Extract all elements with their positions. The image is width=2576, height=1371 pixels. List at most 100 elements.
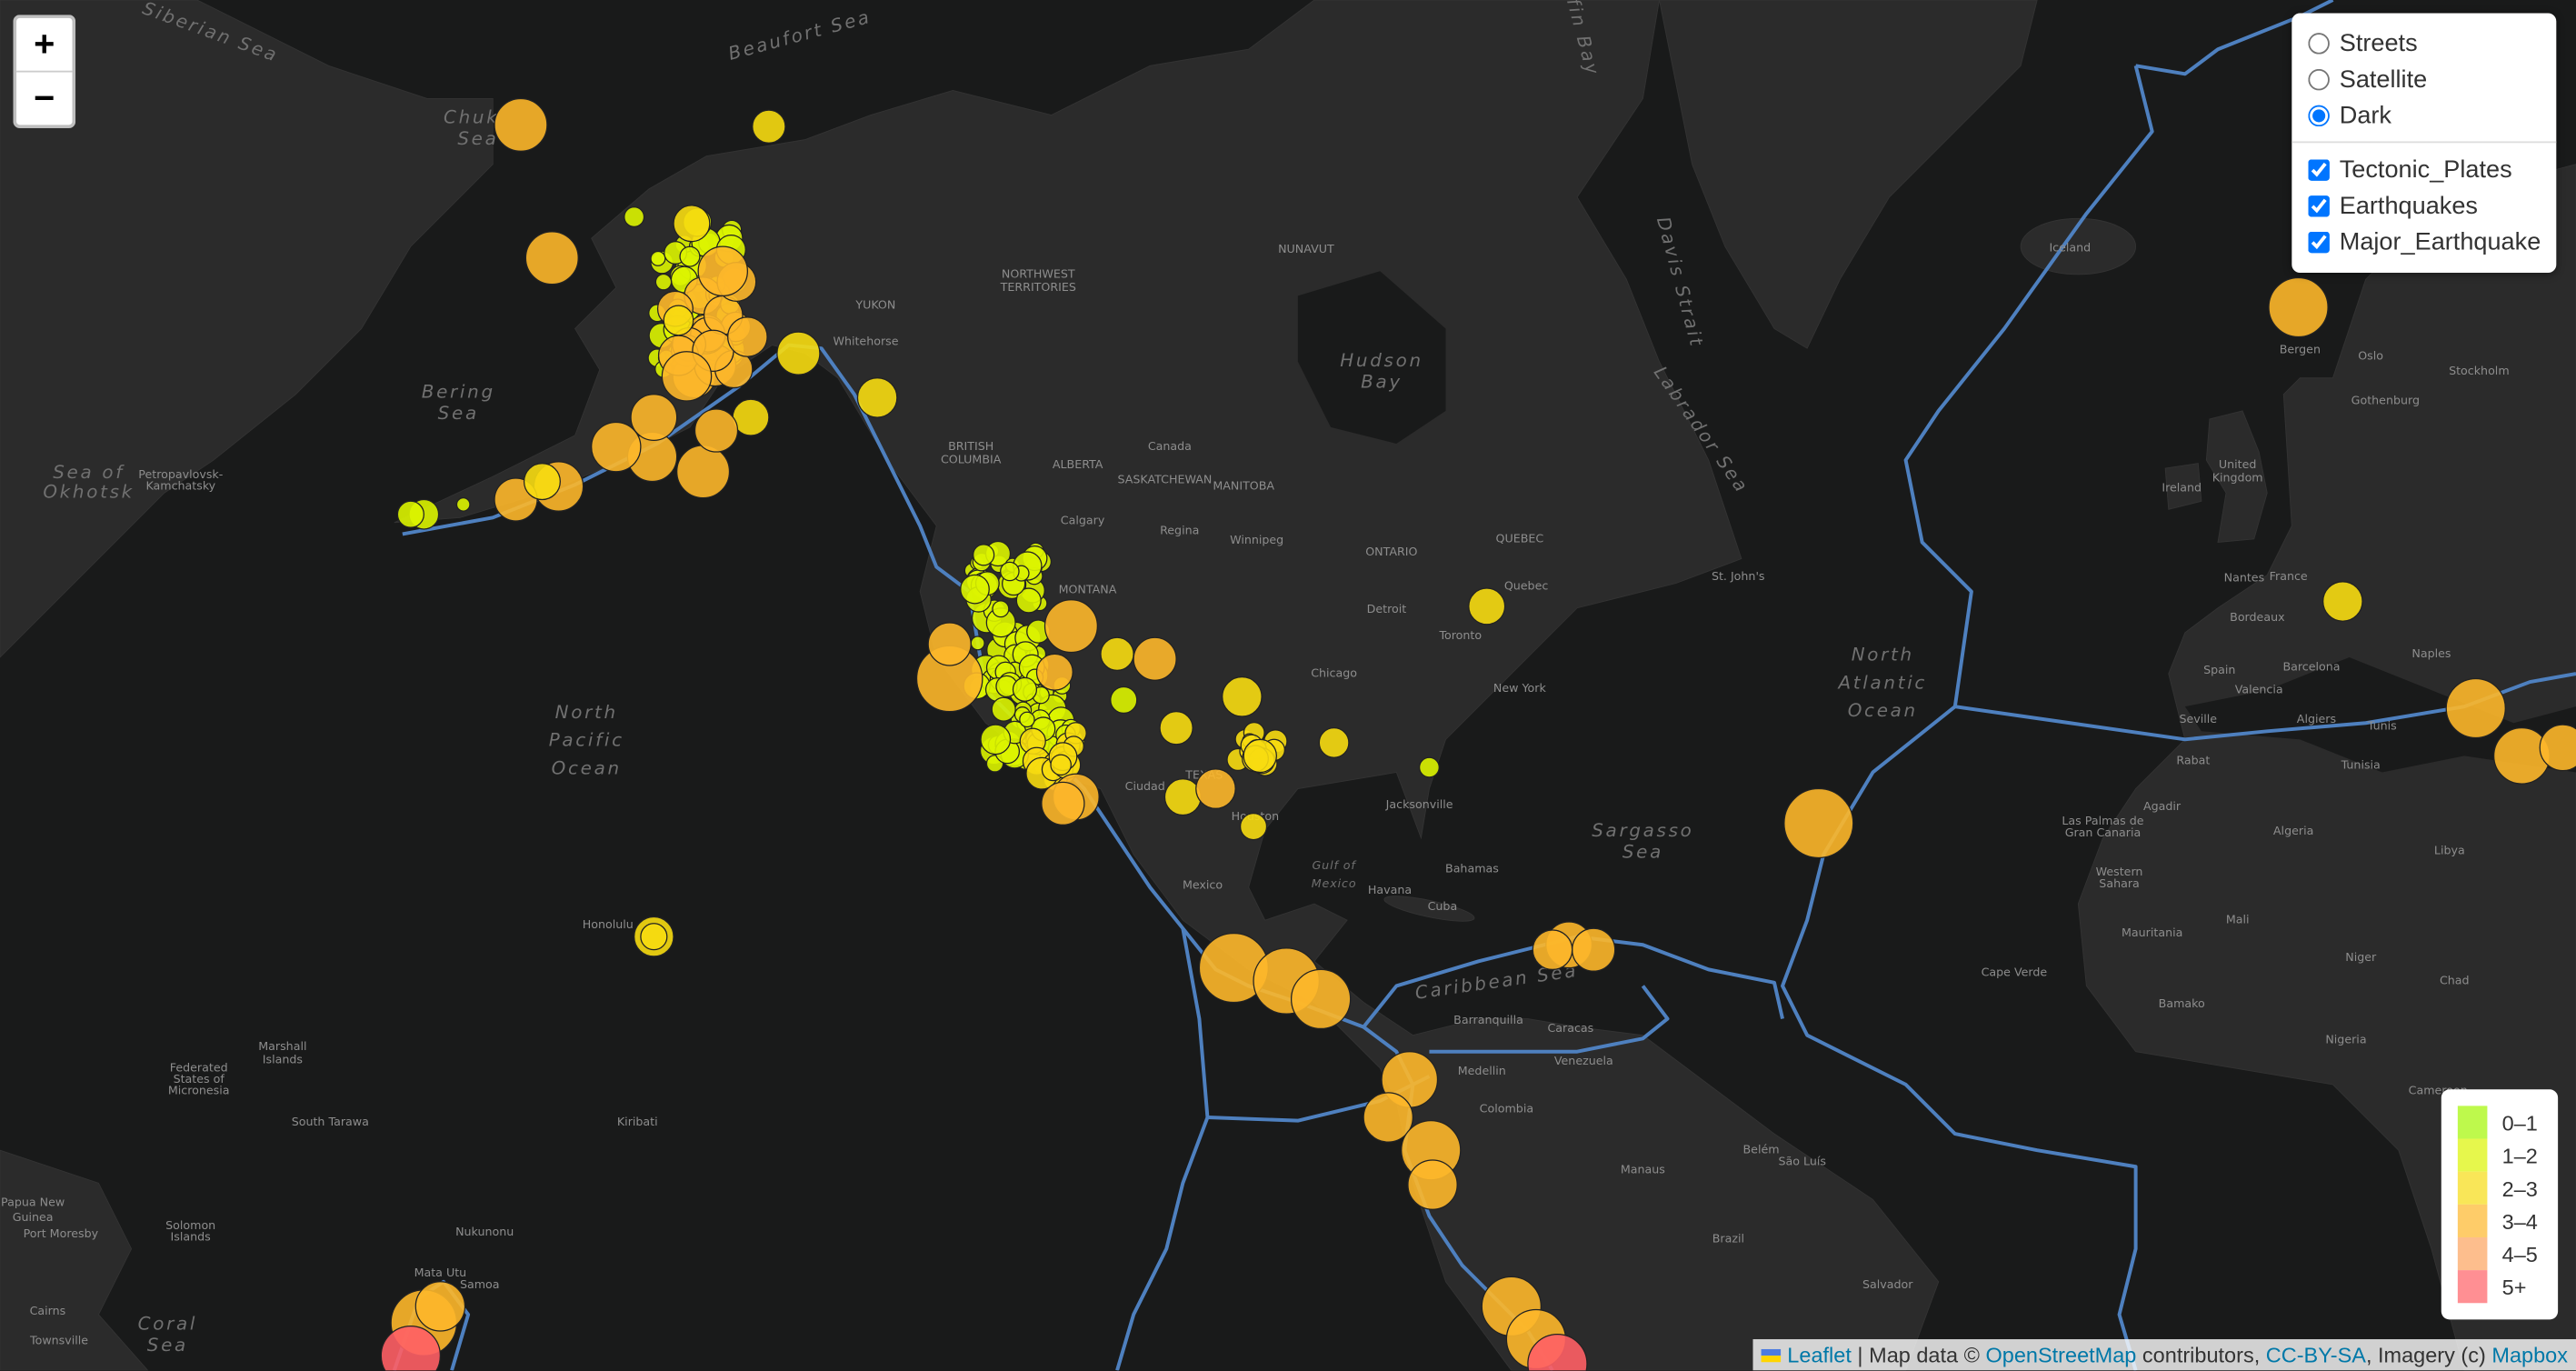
earthquake-marker — [414, 1281, 466, 1332]
earthquake-marker — [679, 245, 701, 267]
base-layers: Streets Satellite Dark — [2305, 25, 2543, 133]
water-label: Sea of — [53, 462, 125, 483]
water-label: Hudson — [1340, 350, 1423, 371]
earthquake-marker — [663, 305, 694, 336]
place-label: Cape Verde — [1982, 965, 2048, 978]
earthquake-marker — [1407, 1159, 1458, 1210]
plate-boundary — [1954, 672, 2576, 742]
radio-button[interactable] — [2308, 104, 2330, 126]
earthquake-marker — [1363, 1092, 1413, 1143]
place-label: Bordeaux — [2230, 610, 2285, 624]
earthquake-marker — [727, 316, 768, 357]
radio-option: Dark — [2305, 97, 2543, 134]
checkbox[interactable] — [2308, 158, 2330, 180]
layer-label: Streets — [2339, 28, 2418, 57]
checkbox[interactable] — [2308, 230, 2330, 253]
zoom-in-button[interactable]: + — [34, 23, 55, 65]
earthquake-marker — [661, 351, 713, 402]
place-label: TERRITORIES — [1000, 280, 1076, 294]
separator — [2291, 141, 2557, 144]
place-label: Mata Utu — [414, 1266, 467, 1279]
water-label: Sea — [1622, 842, 1663, 863]
earthquake-marker — [523, 463, 561, 501]
attribution-text: , Imagery (c) — [2365, 1342, 2486, 1367]
place-label: Rabat — [2176, 753, 2210, 766]
earthquake-marker — [970, 635, 985, 651]
place-label: Western — [2096, 865, 2143, 878]
earthquake-marker — [1783, 787, 1854, 859]
place-label: Spain — [2203, 663, 2235, 676]
legend-swatch — [2457, 1106, 2488, 1139]
earthquake-marker — [1527, 1333, 1588, 1371]
earthquake-marker — [1195, 768, 1236, 809]
radio-option: Streets — [2305, 25, 2543, 61]
place-label: Nigeria — [2325, 1033, 2366, 1046]
place-label: Gothenburg — [2351, 394, 2420, 407]
water-label: Coral — [138, 1313, 197, 1334]
place-label: Whitehorse — [833, 334, 898, 347]
place-label: Jacksonville — [1385, 797, 1453, 811]
place-label: Barcelona — [2282, 659, 2340, 673]
earthquake-marker — [1133, 636, 1177, 681]
earthquake-marker — [980, 724, 1012, 756]
place-label: Regina — [1160, 523, 1199, 536]
place-label: Agadir — [2143, 799, 2182, 813]
place-label: Guinea — [13, 1210, 54, 1224]
place-label: Las Palmas de — [2062, 814, 2143, 827]
place-label: Kiribati — [617, 1115, 658, 1128]
earthquake-marker — [676, 445, 731, 499]
place-label: Venezuela — [1554, 1054, 1613, 1067]
legend-label: 2–3 — [2501, 1176, 2538, 1201]
earthquake-marker — [494, 97, 548, 152]
place-label: Stockholm — [2449, 364, 2510, 377]
earthquake-marker — [1159, 710, 1193, 746]
place-label: Niger — [2345, 950, 2377, 964]
water-label: Bering — [422, 381, 495, 402]
place-label: Valencia — [2235, 683, 2283, 696]
land-mass — [0, 1149, 149, 1371]
place-label: Algeria — [2273, 824, 2313, 837]
earthquake-marker — [992, 600, 1010, 618]
attribution-text: contributors, — [2142, 1342, 2261, 1367]
place-label: Havana — [1368, 883, 1412, 896]
place-label: YUKON — [854, 298, 895, 312]
land-mass — [1659, 0, 2038, 349]
license-link[interactable]: CC-BY-SA — [2265, 1342, 2366, 1367]
leaflet-link[interactable]: Leaflet — [1787, 1342, 1852, 1367]
mapbox-link[interactable]: Mapbox — [2491, 1342, 2568, 1367]
place-label: United — [2219, 457, 2257, 471]
place-label: COLUMBIA — [941, 453, 1002, 466]
legend-item: 5+ — [2457, 1270, 2541, 1304]
earthquake-marker — [1015, 587, 1042, 614]
checkbox[interactable] — [2308, 195, 2330, 216]
place-label: Toronto — [1438, 628, 1482, 642]
place-label: Solomon — [165, 1218, 215, 1232]
place-label: MONTANA — [1059, 582, 1117, 595]
water-label: Okhotsk — [43, 482, 135, 503]
zoom-out-button[interactable]: − — [16, 70, 73, 125]
earthquake-marker — [630, 394, 678, 442]
earthquake-marker — [1418, 756, 1440, 778]
place-label: Kingdom — [2212, 470, 2263, 484]
earthquake-marker — [1000, 561, 1020, 582]
layer-control: Streets Satellite Dark Tectonic_Plates Eart… — [2291, 13, 2557, 274]
osm-link[interactable]: OpenStreetMap — [1985, 1342, 2137, 1367]
earthquake-marker — [1012, 676, 1038, 702]
place-label: New York — [1493, 681, 1547, 695]
radio-button[interactable] — [2308, 68, 2330, 90]
earthquake-marker — [1290, 968, 1352, 1030]
place-label: Mexico — [1183, 878, 1223, 892]
earthquake-marker — [396, 500, 424, 528]
place-label: Belém — [1743, 1143, 1780, 1156]
legend-label: 3–4 — [2501, 1208, 2538, 1234]
zoom-control: + − — [13, 15, 76, 128]
earthquake-marker — [1572, 927, 1616, 972]
place-label: Chad — [2440, 974, 2470, 987]
earthquake-marker — [2539, 724, 2576, 772]
earthquake-marker — [1035, 653, 1073, 691]
earthquake-marker — [524, 231, 579, 285]
radio-button[interactable] — [2308, 32, 2330, 54]
legend-swatch — [2457, 1204, 2488, 1237]
